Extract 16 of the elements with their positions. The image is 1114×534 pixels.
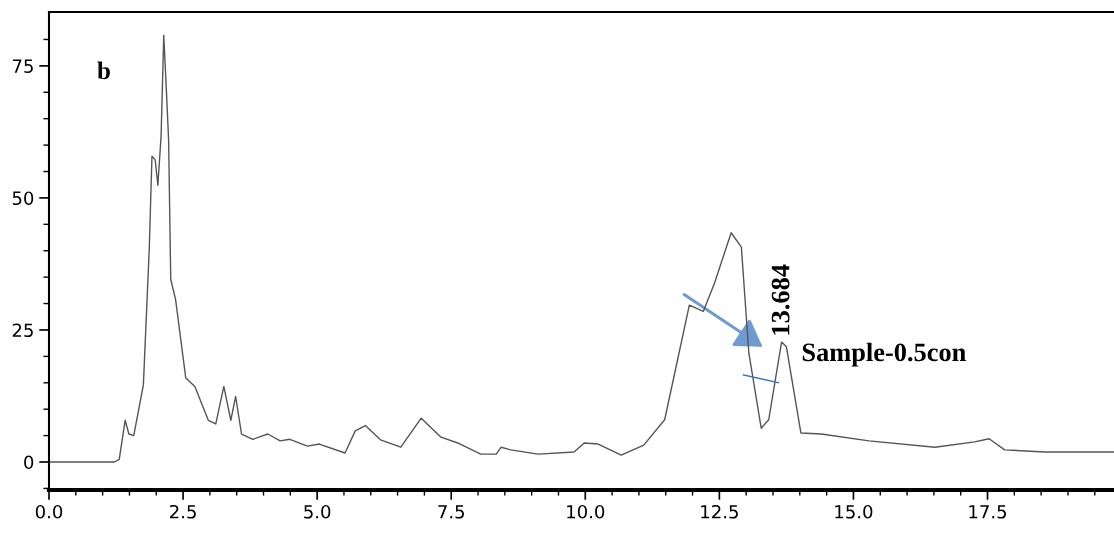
x-tick-label: 10.0 [567,504,605,519]
x-tick-label: 15.0 [835,504,873,519]
x-tick-label: 2.5 [170,504,196,519]
annotation: Sample-0.5con [802,342,966,367]
y-tick-label: 75 [12,59,33,73]
y-tick-label: 50 [12,191,34,206]
y-tick-label: 25 [12,323,33,338]
x-tick-label: 5.0 [304,504,331,519]
annotation: 13.684 [771,264,790,335]
x-tick-label: 7.5 [438,505,464,519]
y-tick-label: 0 [24,455,34,470]
annotation: b [97,61,110,80]
line-series [49,34,1114,463]
x-tick-label: 17.5 [969,505,1007,519]
x-tick-label: 12.5 [701,504,738,519]
x-tick-label: 0.0 [35,504,63,519]
